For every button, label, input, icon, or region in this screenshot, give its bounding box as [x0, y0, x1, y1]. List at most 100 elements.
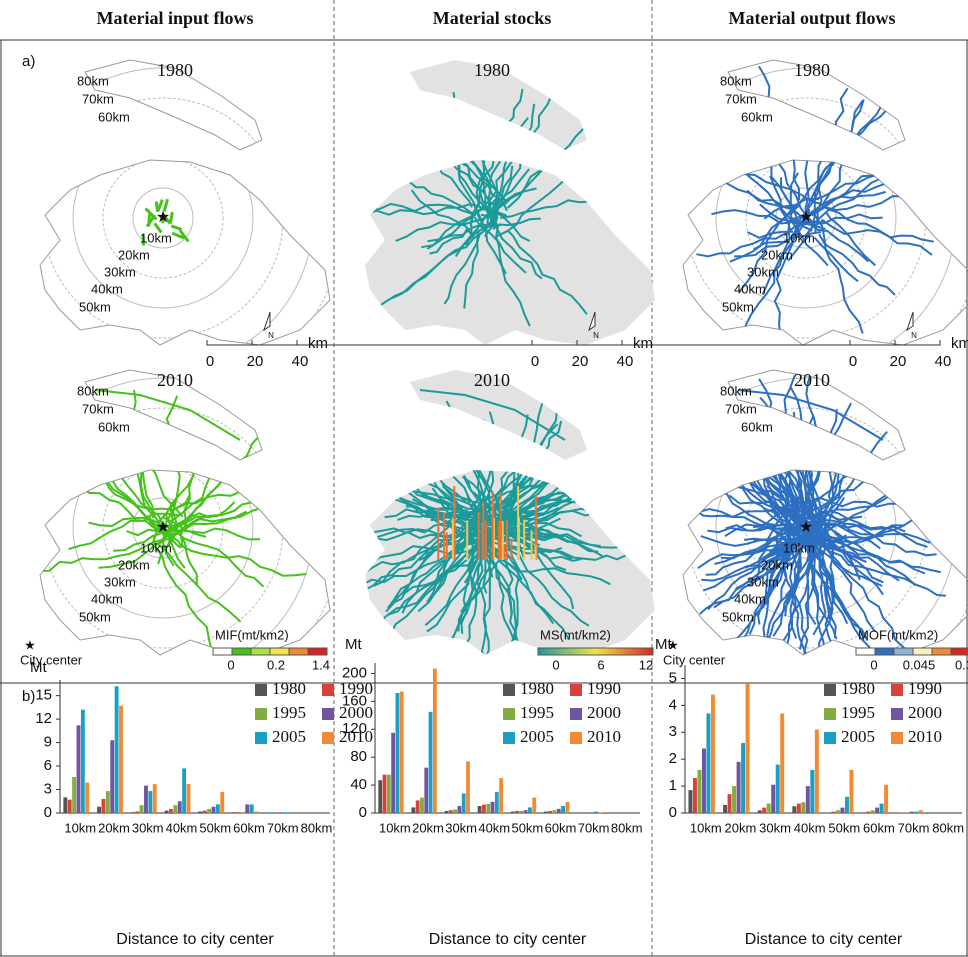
legend-swatch	[824, 684, 836, 696]
bar	[478, 806, 482, 813]
legend-tick: 0	[227, 657, 234, 672]
bar	[283, 812, 287, 813]
y-tick-label: 15	[35, 687, 52, 704]
bar	[187, 784, 191, 813]
ring-label: 20km	[118, 557, 150, 572]
bar	[557, 809, 561, 813]
bar	[482, 805, 486, 813]
scale-label: 20	[572, 353, 589, 370]
scale-label: 20	[247, 353, 264, 370]
north-label: N	[593, 331, 599, 340]
bar	[416, 800, 420, 813]
city-center-star: ★	[156, 519, 170, 536]
bar	[806, 786, 810, 813]
legend-swatch	[503, 732, 515, 744]
bar	[845, 797, 849, 813]
ring-label: 10km	[783, 540, 815, 555]
legend-colorbar	[213, 648, 232, 655]
bar	[216, 804, 220, 813]
bar	[706, 713, 710, 813]
legend-label: 2005	[841, 727, 875, 746]
x-tick-label: 10km	[379, 820, 411, 835]
x-tick-label: 30km	[132, 820, 164, 835]
bar	[762, 808, 766, 813]
bar	[453, 810, 457, 813]
y-axis-title: Mt	[655, 636, 672, 653]
bar	[901, 812, 905, 813]
y-tick-label: 0	[44, 804, 52, 821]
legend-colorbar	[232, 648, 251, 655]
city-center-star: ★	[799, 519, 813, 536]
x-tick-label: 60km	[545, 820, 577, 835]
legend-swatch	[255, 684, 267, 696]
bar	[220, 792, 224, 813]
panel-label: a)	[22, 53, 35, 70]
map-year: 1980	[794, 60, 830, 80]
legend-swatch	[891, 708, 903, 720]
map-year: 2010	[794, 370, 830, 390]
legend-swatch	[570, 708, 582, 720]
bar	[429, 712, 433, 813]
legend-label: 2010	[908, 727, 942, 746]
panel-label: b)	[22, 688, 35, 705]
x-tick-label: 20km	[725, 820, 757, 835]
ring-label: 50km	[79, 299, 111, 314]
column-header: Material input flows	[97, 8, 254, 28]
y-tick-label: 80	[350, 748, 367, 765]
x-tick-label: 60km	[863, 820, 895, 835]
ring-label: 30km	[747, 264, 779, 279]
legend-label: 2005	[272, 727, 306, 746]
column-header: Material stocks	[433, 8, 551, 28]
y-tick-label: 3	[669, 723, 677, 740]
y-tick-label: 40	[350, 776, 367, 793]
bar	[279, 812, 283, 813]
map-year: 1980	[157, 60, 193, 80]
bar	[106, 791, 110, 813]
x-axis-title: Distance to city center	[429, 931, 587, 948]
bar	[519, 811, 523, 813]
y-tick-label: 2	[669, 750, 677, 767]
ring-label: 10km	[783, 230, 815, 245]
bar	[780, 713, 784, 813]
bar	[466, 761, 470, 813]
scale-label: 0	[206, 353, 214, 370]
bar	[457, 806, 461, 813]
ring-label: 40km	[91, 281, 123, 296]
x-tick-label: 40km	[794, 820, 826, 835]
bar	[590, 812, 594, 813]
legend-colorbar	[913, 648, 932, 655]
x-tick-label: 70km	[898, 820, 930, 835]
bar	[910, 812, 914, 813]
bar	[905, 812, 909, 813]
bar	[85, 782, 89, 813]
legend-colorbar	[856, 648, 875, 655]
x-tick-label: 30km	[445, 820, 477, 835]
x-tick-label: 80km	[301, 820, 333, 835]
bar	[702, 748, 706, 813]
scale-label: 20	[890, 353, 907, 370]
bar	[594, 812, 598, 813]
map-network	[149, 214, 150, 226]
x-tick-label: 70km	[578, 820, 610, 835]
bar	[237, 812, 241, 813]
legend-swatch	[255, 732, 267, 744]
legend-swatch	[322, 732, 334, 744]
x-axis-title: Distance to city center	[745, 931, 903, 948]
bar	[746, 684, 750, 813]
legend-swatch	[570, 684, 582, 696]
ring-label: 40km	[91, 591, 123, 606]
x-axis-title: Distance to city center	[116, 931, 274, 948]
bar	[524, 810, 528, 813]
y-tick-label: 0	[669, 804, 677, 821]
bar	[544, 812, 548, 813]
bar	[182, 768, 186, 813]
bar	[797, 804, 801, 813]
legend-tick: 6	[597, 657, 604, 672]
legend-tick: 1.4	[312, 657, 330, 672]
ring-label: 30km	[104, 264, 136, 279]
ring-label: 60km	[741, 109, 773, 124]
ring-label: 80km	[720, 383, 752, 398]
bar	[396, 693, 400, 813]
ring-label: 60km	[98, 419, 130, 434]
bar	[884, 785, 888, 813]
